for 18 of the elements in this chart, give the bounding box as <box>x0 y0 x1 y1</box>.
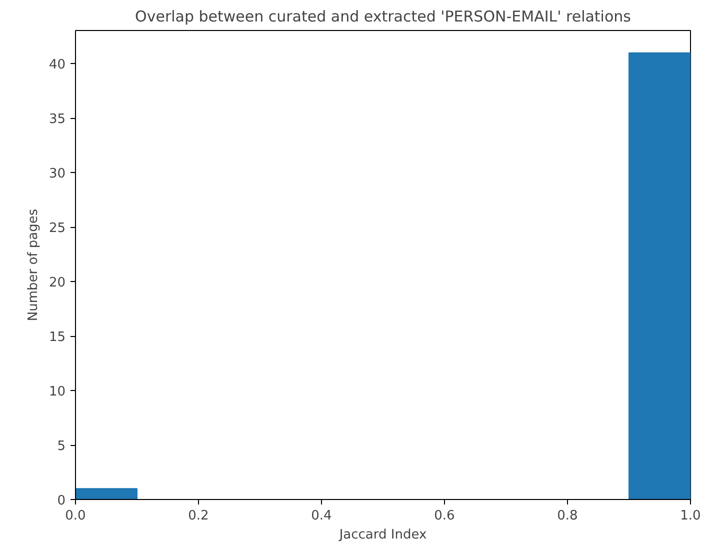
y-tick-label: 5 <box>57 439 66 454</box>
x-axis-title: Jaccard Index <box>338 528 427 542</box>
x-tick-label: 0.6 <box>434 508 455 524</box>
x-tick-label: 0.2 <box>188 508 209 524</box>
y-axis-title: Number of pages <box>26 208 41 322</box>
y-tick-label: 20 <box>48 276 66 291</box>
y-tick-label: 25 <box>48 221 66 236</box>
chart-title: Overlap between curated and extracted 'PERSON-EMAIL' relations <box>135 8 632 26</box>
x-tick-label: 0.4 <box>311 508 332 524</box>
y-tick-label: 15 <box>48 330 66 346</box>
y-tick-label: 40 <box>48 58 66 73</box>
x-tick-label: 0.0 <box>65 508 86 524</box>
y-tick-label: 10 <box>48 384 66 400</box>
y-tick-label: 35 <box>48 112 66 128</box>
x-tick-label: 1.0 <box>680 508 701 524</box>
y-tick-label: 0 <box>57 494 66 508</box>
x-tick-label: 0.8 <box>557 508 578 524</box>
y-tick-label: 30 <box>48 166 66 182</box>
